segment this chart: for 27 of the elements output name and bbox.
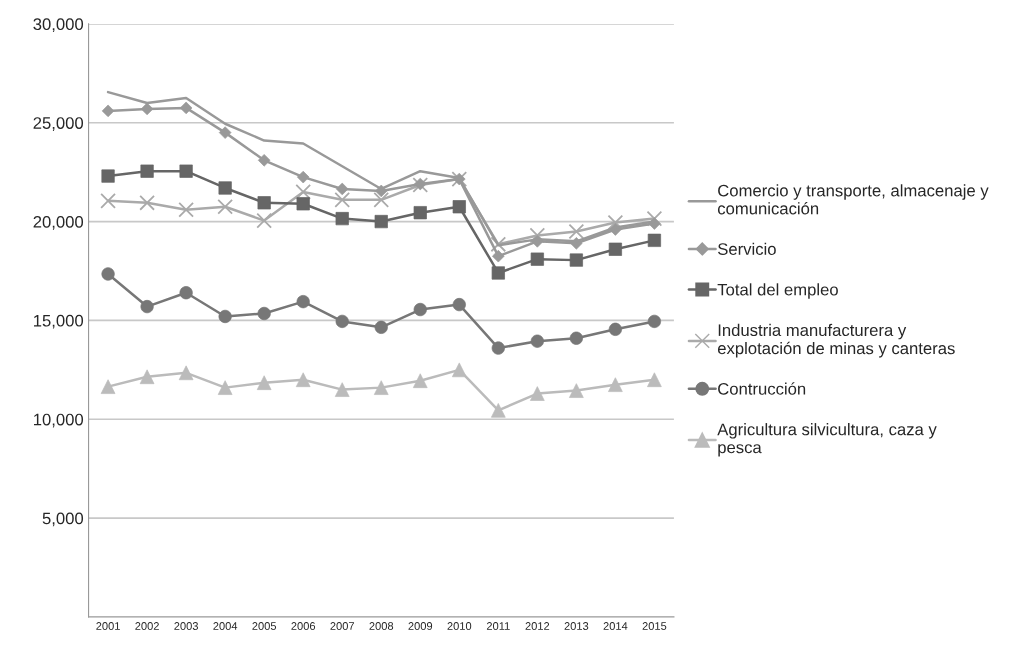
legend-label: Agricultura silvicultura, caza y pesca: [717, 423, 937, 457]
y-tick-label: 25,000: [33, 117, 84, 131]
legend-label: Servicio: [718, 242, 776, 255]
x-tick-label: 2009: [408, 622, 433, 630]
x-tick-label: 2006: [291, 622, 316, 630]
x-tick-label: 2013: [564, 622, 589, 630]
y-tick-label: 20,000: [33, 215, 84, 230]
x-tick-label: 2004: [213, 622, 238, 630]
y-tick-label: 15,000: [34, 314, 84, 329]
x-tick-label: 2003: [174, 622, 198, 630]
x-tick-label: 2011: [486, 622, 510, 630]
legend-label: Comercio y transporte, almacenaje y comunicación: [717, 184, 989, 215]
y-tick-label: 30,000: [33, 18, 84, 33]
legend-label: Total del empleo: [717, 283, 838, 299]
y-tick-label: 5,000: [42, 512, 84, 527]
x-tick-label: 2005: [252, 622, 277, 630]
x-tick-label: 2008: [369, 622, 394, 630]
x-tick-label: 2007: [330, 622, 355, 630]
y-tick-label: 10,000: [34, 413, 84, 428]
x-tick-label: 2014: [603, 622, 628, 630]
legend-label: Contrucción: [718, 382, 806, 395]
x-tick-label: 2001: [96, 622, 120, 630]
legend-label: Industria manufacturera y explotación de minas y canteras: [717, 323, 955, 358]
x-tick-label: 2012: [525, 622, 550, 630]
x-tick-label: 2015: [642, 622, 667, 630]
x-tick-label: 2002: [135, 622, 159, 630]
x-tick-label: 2010: [447, 622, 472, 630]
